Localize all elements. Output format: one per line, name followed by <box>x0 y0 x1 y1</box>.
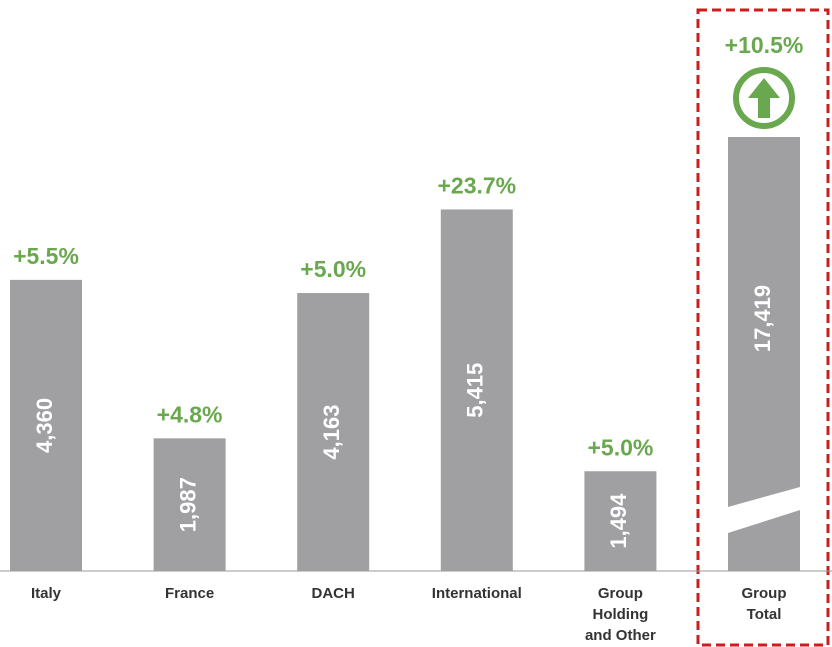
value-label: 1,494 <box>606 493 631 549</box>
bar <box>584 471 657 571</box>
x-tick-label: Group Holding and Other <box>585 585 656 644</box>
value-label: 1,987 <box>175 477 200 532</box>
value-label: 5,415 <box>463 363 488 418</box>
bar-lower <box>728 510 800 571</box>
x-tick-label: DACH <box>312 585 355 602</box>
highlight-box <box>696 8 830 647</box>
growth-label: +5.0% <box>587 434 653 460</box>
x-tick-label: Group Total <box>742 585 787 623</box>
growth-label: +10.5% <box>725 32 804 58</box>
growth-label: +23.7% <box>437 173 516 199</box>
value-label: 4,163 <box>319 404 344 459</box>
value-label: 4,360 <box>32 398 57 453</box>
x-tick-label: International <box>432 585 522 602</box>
growth-label: +4.8% <box>157 401 223 427</box>
up-arrow-icon <box>733 67 795 129</box>
bar <box>10 279 82 571</box>
bar <box>297 293 370 571</box>
bar <box>728 137 800 507</box>
growth-label: +5.5% <box>13 243 79 269</box>
bar <box>153 438 226 571</box>
x-tick-label: Italy <box>31 585 62 602</box>
value-label: 17,419 <box>750 285 775 352</box>
bar <box>440 209 513 571</box>
x-tick-label: France <box>165 585 214 602</box>
growth-label: +5.0% <box>300 256 366 282</box>
